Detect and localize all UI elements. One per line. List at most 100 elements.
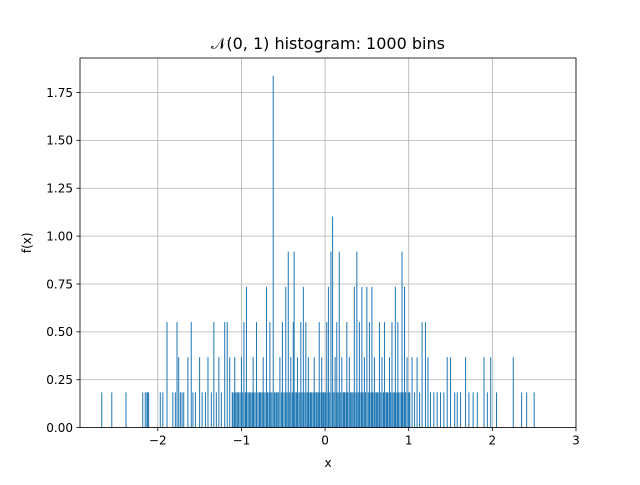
histogram-bar (276, 392, 278, 428)
histogram-bar (352, 392, 354, 428)
histogram-bar (280, 392, 282, 428)
histogram-bar (275, 392, 277, 428)
histogram-bar (255, 322, 257, 428)
chart-title: 𝒩(0, 1) histogram: 1000 bins (211, 34, 445, 53)
histogram-bar (358, 392, 360, 428)
histogram-bar (316, 392, 318, 428)
histogram-bar (454, 392, 456, 428)
x-tick-label: 1 (405, 434, 413, 448)
histogram-bar (391, 322, 393, 428)
histogram-bar (261, 392, 263, 428)
histogram-bar (285, 392, 287, 428)
histogram-bar (243, 392, 245, 428)
histogram-bar (338, 392, 340, 428)
histogram-bar (361, 286, 363, 428)
histogram-bar (326, 392, 328, 428)
histogram-bar (278, 392, 280, 428)
histogram-bar (251, 392, 253, 428)
histogram-bar (395, 392, 397, 428)
y-tick-label: 1.00 (46, 229, 73, 243)
histogram-bar (259, 392, 261, 428)
histogram-bar (254, 392, 256, 428)
histogram-bar (346, 322, 348, 428)
histogram-bar (384, 392, 386, 428)
histogram-bar (226, 322, 228, 428)
histogram-bar (302, 286, 304, 428)
histogram-bar (468, 392, 470, 428)
histogram-bar (325, 392, 327, 428)
histogram-bar (309, 392, 311, 428)
histogram-bar (376, 392, 378, 428)
histogram-bar (366, 392, 368, 428)
histogram-bar (368, 322, 370, 428)
histogram-bar (262, 392, 264, 428)
histogram-bar (310, 392, 312, 428)
histogram-bar (334, 392, 336, 428)
histogram-bar (327, 392, 329, 428)
histogram-bar (443, 392, 445, 428)
histogram-bar (370, 392, 372, 428)
histogram-bar (377, 392, 379, 428)
histogram-bars (101, 75, 535, 428)
plot-frame (79, 57, 577, 429)
histogram-bar (245, 286, 247, 428)
histogram-bar (268, 392, 270, 428)
histogram-bar (373, 357, 375, 428)
histogram-bar (349, 392, 351, 428)
histogram-bar (374, 392, 376, 428)
histogram-bar (439, 392, 441, 428)
histogram-bar (394, 286, 396, 428)
histogram-bar (512, 357, 514, 428)
histogram-bar (215, 392, 217, 428)
histogram-bar (316, 392, 318, 428)
histogram-bar (424, 322, 426, 428)
histogram-bar (271, 392, 273, 428)
histogram-bar (276, 392, 278, 428)
histogram-bar (496, 392, 498, 428)
histogram-bar (342, 392, 344, 428)
histogram-bar (272, 392, 274, 428)
histogram-bar (291, 392, 293, 428)
histogram-bar (389, 392, 391, 428)
histogram-bar (318, 322, 320, 428)
histogram-bar (311, 392, 313, 428)
histogram-bar (229, 357, 231, 428)
histogram-bar (269, 392, 271, 428)
histogram-bar (359, 392, 361, 428)
histogram-bar (287, 251, 289, 428)
y-tick-label: 1.50 (46, 134, 73, 148)
histogram-bar (354, 392, 356, 428)
histogram-bar (338, 251, 340, 428)
histogram-bar (394, 392, 396, 428)
histogram-bar (381, 392, 383, 428)
histogram-bar (331, 392, 333, 428)
histogram-bar (327, 286, 329, 428)
histogram-bar (260, 392, 262, 428)
histogram-bar (315, 392, 317, 428)
histogram-bar (401, 251, 403, 428)
histogram-bar (194, 392, 196, 428)
histogram-bar (308, 392, 310, 428)
histogram-bar (414, 392, 416, 428)
histogram-bar (313, 392, 315, 428)
histogram-bar (360, 392, 362, 428)
histogram-bar (302, 392, 304, 428)
histogram-bar (267, 392, 269, 428)
histogram-bar (421, 322, 423, 428)
histogram-bar (279, 392, 281, 428)
histogram-bar (397, 322, 399, 428)
histogram-bar (282, 392, 284, 428)
histogram-bar (351, 392, 353, 428)
histogram-bar (166, 322, 168, 428)
histogram-bar (460, 392, 462, 428)
histogram-bar (373, 392, 375, 428)
histogram-bar (433, 392, 435, 428)
histogram-bar (427, 357, 429, 428)
histogram-bar (358, 322, 360, 428)
histogram-bar (371, 286, 373, 428)
histogram-bar (369, 392, 371, 428)
histogram-bar (101, 392, 103, 428)
histogram-bar (405, 392, 407, 428)
